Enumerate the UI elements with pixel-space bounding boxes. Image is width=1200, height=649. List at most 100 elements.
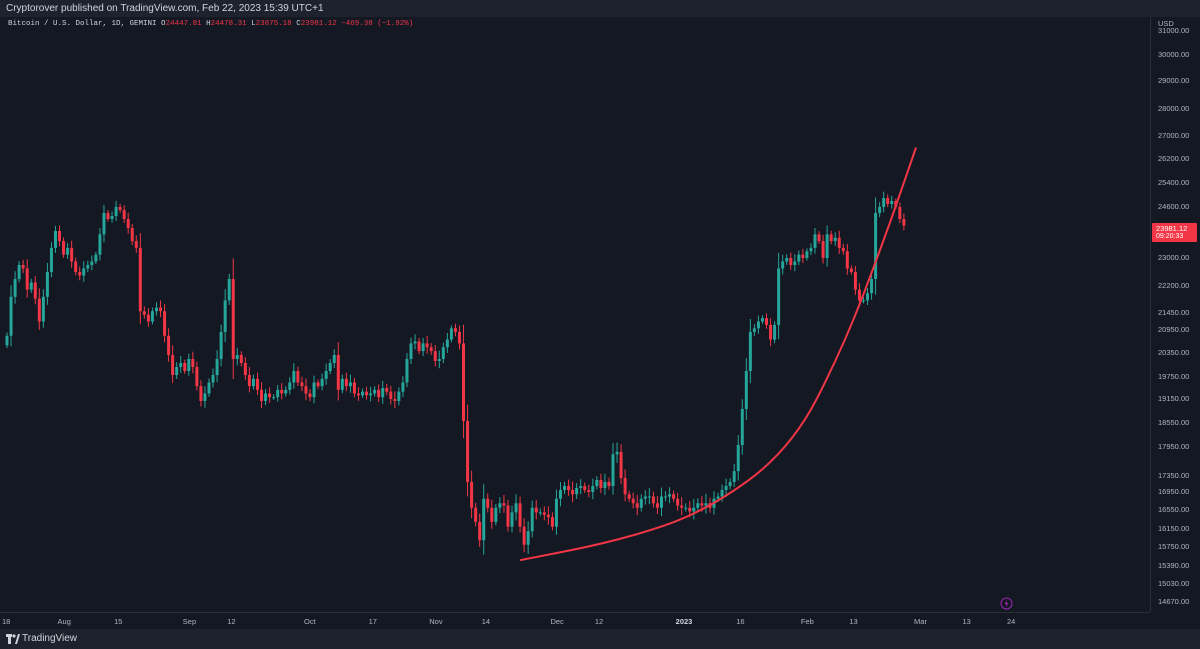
candle-down[interactable] [159,307,163,312]
candle-down[interactable] [801,254,805,258]
candle-up[interactable] [86,265,90,269]
candle-down[interactable] [138,247,142,312]
candle-down[interactable] [571,490,575,495]
candle-up[interactable] [29,282,33,290]
candle-up[interactable] [45,272,49,297]
candle-up[interactable] [740,409,744,445]
candle-down[interactable] [567,486,571,490]
candle-up[interactable] [530,507,534,532]
candle-up[interactable] [98,234,102,255]
candle-up[interactable] [833,237,837,242]
candle-up[interactable] [405,359,409,383]
candle-down[interactable] [74,261,78,273]
candle-down[interactable] [583,486,587,490]
candle-up[interactable] [292,371,296,383]
candle-down[interactable] [688,507,692,512]
candle-up[interactable] [264,393,268,402]
candle-down[interactable] [587,490,591,492]
candle-down[interactable] [122,210,126,219]
candle-up[interactable] [510,512,514,527]
candle-up[interactable] [41,296,45,322]
candle-up[interactable] [94,254,98,262]
candle-up[interactable] [724,486,728,490]
candle-up[interactable] [777,268,781,325]
candle-down[interactable] [486,498,490,508]
candle-down[interactable] [142,311,146,315]
candle-up[interactable] [175,367,179,375]
candle-up[interactable] [716,496,720,499]
candle-up[interactable] [752,328,756,332]
candle-down[interactable] [506,505,510,527]
candle-up[interactable] [591,486,595,492]
candle-up[interactable] [421,343,425,352]
candle-up[interactable] [482,498,486,541]
candle-up[interactable] [603,482,607,488]
candle-down[interactable] [199,386,203,401]
candle-down[interactable] [126,219,130,228]
candle-down[interactable] [146,314,150,322]
candle-down[interactable] [457,331,461,344]
candle-down[interactable] [599,480,603,488]
candle-up[interactable] [219,331,223,359]
candle-up[interactable] [579,486,583,488]
candle-down[interactable] [886,198,890,204]
candle-up[interactable] [211,375,215,383]
chart-area[interactable] [0,17,1150,612]
candle-down[interactable] [163,311,167,336]
candle-up[interactable] [659,496,663,508]
candle-down[interactable] [631,498,635,504]
candle-up[interactable] [340,378,344,390]
candle-up[interactable] [227,279,231,301]
candle-down[interactable] [304,386,308,394]
candle-up[interactable] [615,451,619,455]
candle-up[interactable] [494,507,498,522]
trend-curve-drawing[interactable] [519,147,917,562]
candle-up[interactable] [328,363,332,371]
candle-up[interactable] [805,251,809,258]
candle-down[interactable] [672,494,676,499]
candle-down[interactable] [260,389,264,401]
candle-down[interactable] [352,382,356,394]
candle-up[interactable] [53,231,57,248]
candle-down[interactable] [316,382,320,387]
candle-down[interactable] [522,526,526,545]
candle-up[interactable] [441,347,445,359]
candle-up[interactable] [866,293,870,301]
candle-down[interactable] [417,341,421,352]
candle-down[interactable] [25,268,29,290]
candle-up[interactable] [13,279,17,297]
candle-up[interactable] [870,279,874,294]
candle-up[interactable] [538,512,542,514]
price-axis[interactable]: 31000.00 30000.00 29000.00 28000.00 27000.00… [1150,17,1200,612]
candle-up[interactable] [773,324,777,340]
candle-down[interactable] [490,507,494,522]
candle-down[interactable] [470,482,474,508]
candle-down[interactable] [377,389,381,398]
candle-up[interactable] [647,496,651,498]
candle-down[interactable] [502,503,506,506]
candle-down[interactable] [700,503,704,506]
candle-down[interactable] [433,351,437,361]
candle-down[interactable] [389,391,393,399]
candle-up[interactable] [514,503,518,513]
candle-down[interactable] [857,289,861,301]
candle-down[interactable] [845,251,849,269]
candle-up[interactable] [5,335,9,346]
candle-down[interactable] [78,272,82,276]
candle-up[interactable] [215,359,219,375]
candle-down[interactable] [655,503,659,508]
candle-down[interactable] [268,393,272,398]
candle-up[interactable] [813,234,817,248]
candle-up[interactable] [809,247,813,252]
candle-down[interactable] [429,347,433,352]
candle-up[interactable] [288,382,292,390]
candle-down[interactable] [849,268,853,273]
candle-down[interactable] [296,371,300,383]
candle-down[interactable] [635,503,639,508]
candle-up[interactable] [150,311,154,322]
candle-up[interactable] [90,261,94,266]
candle-down[interactable] [466,421,470,482]
candle-up[interactable] [563,486,567,490]
candle-up[interactable] [154,307,158,312]
candle-down[interactable] [607,482,611,486]
